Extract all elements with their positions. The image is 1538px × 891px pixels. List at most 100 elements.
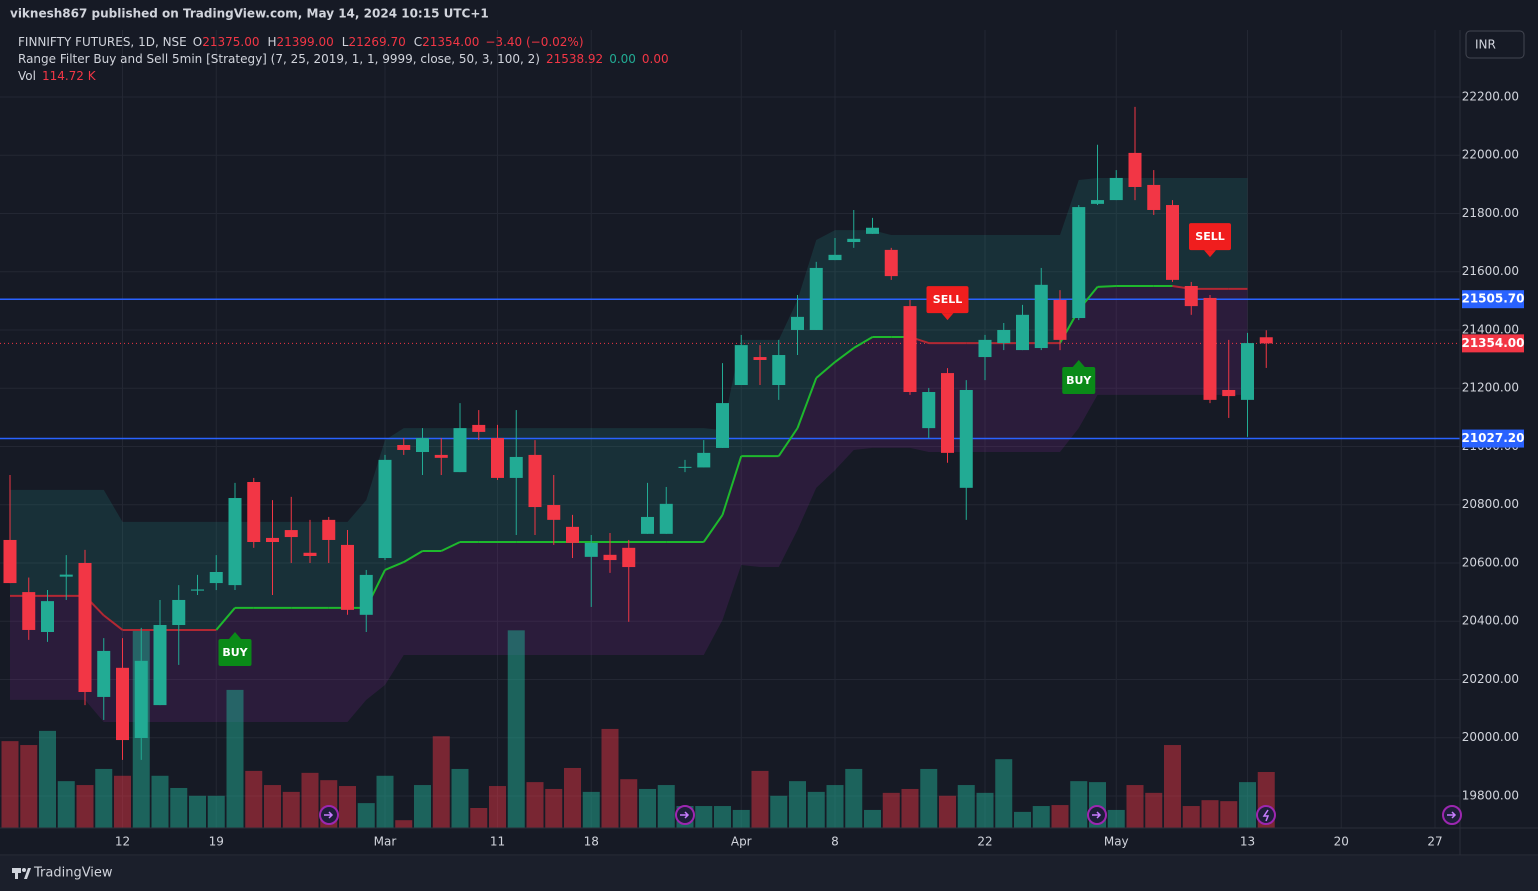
candle-body	[941, 373, 954, 453]
candle-body	[1053, 299, 1067, 340]
range-filter	[815, 361, 836, 379]
candle-body	[622, 547, 636, 568]
volume-bar	[76, 785, 94, 828]
candle-body	[659, 503, 673, 534]
volume-bar	[470, 807, 488, 828]
candle-body	[791, 316, 804, 330]
volume-bar	[432, 736, 450, 828]
range-filter	[777, 427, 799, 457]
currency[interactable]: INR	[1475, 38, 1496, 52]
candle-body	[566, 526, 579, 543]
volume-bar	[39, 730, 56, 828]
signal-label: BUY	[222, 646, 248, 659]
currency-button[interactable]	[1465, 30, 1525, 59]
indicator-value: 0.00	[642, 52, 669, 66]
ohlc-value: 21399.00	[277, 35, 334, 49]
candle-body	[828, 254, 842, 261]
volume-bar	[601, 728, 619, 828]
price-label: 21027.20	[1461, 431, 1524, 445]
candle-body	[322, 519, 336, 540]
signal-box	[926, 286, 969, 314]
volume-bar	[789, 781, 806, 828]
volume-bar	[845, 768, 863, 828]
volume-bar	[545, 788, 563, 828]
candle-body	[172, 599, 186, 626]
candle-body	[678, 466, 692, 468]
vol-value: 114.72 K	[42, 69, 97, 83]
signal-box	[1189, 223, 1231, 251]
volume-bar	[920, 768, 938, 828]
signal-arrow	[1204, 250, 1216, 258]
volume-bar	[695, 806, 713, 828]
x-tick-label: 19	[209, 835, 224, 849]
x-tick-label: Mar	[374, 835, 397, 849]
candle-body	[1203, 297, 1217, 400]
price-label-box	[1462, 334, 1524, 353]
candle-body	[116, 667, 129, 741]
candle-body	[1184, 286, 1198, 307]
ohlc-key: H	[267, 35, 276, 49]
price-label-box	[1462, 429, 1524, 448]
volume-bar	[657, 785, 675, 828]
volume-bar	[301, 772, 319, 828]
ohlc-key: O	[193, 35, 202, 49]
candle-body	[772, 355, 786, 386]
candle-body	[1091, 200, 1104, 204]
candle-body	[41, 601, 54, 632]
volume-bar	[1164, 745, 1181, 828]
volume-bar	[807, 791, 825, 828]
signal-label: BUY	[1066, 374, 1092, 387]
signal-box	[218, 638, 252, 666]
candle-body	[1222, 389, 1236, 397]
volume-bar	[1239, 782, 1256, 828]
range-filter	[384, 561, 405, 571]
x-tick-label: 22	[977, 835, 992, 849]
indicator-value: 21538.92	[546, 52, 603, 66]
range-filter	[1097, 285, 1117, 288]
x-tick-label: 27	[1427, 835, 1442, 849]
change: −3.40 (−0.02%)	[485, 35, 583, 49]
volume-bar	[582, 791, 600, 828]
volume-bar	[245, 770, 263, 828]
range-filter	[215, 607, 236, 631]
y-tick-label: 21800.00	[1462, 206, 1519, 220]
candle-body	[153, 625, 167, 706]
candle-body	[509, 456, 523, 478]
candle-body	[78, 562, 92, 692]
candle-body	[3, 539, 17, 584]
volume-bar	[770, 795, 788, 828]
price-label: 21505.70	[1461, 292, 1524, 306]
range-filter	[721, 455, 743, 516]
ohlc-value: 21354.00	[422, 35, 479, 49]
volume-bar	[395, 820, 413, 828]
candle-body	[1016, 314, 1029, 351]
ohlc-key: L	[342, 35, 349, 49]
candle-body	[284, 530, 298, 538]
y-tick-label: 20400.00	[1462, 614, 1519, 628]
candle-body	[959, 389, 973, 488]
candle-body	[547, 505, 561, 520]
candle-body	[603, 554, 617, 561]
legend-line: FINNIFTY FUTURES, 1D, NSE O21375.00 H21399…	[18, 35, 584, 49]
volume-bar	[1126, 785, 1144, 828]
range-filter	[403, 550, 424, 563]
legend: FINNIFTY FUTURES, 1D, NSE O21375.00 H21399…	[18, 35, 669, 83]
lower-band	[10, 286, 1248, 722]
x-tick-label: 8	[831, 835, 839, 849]
candle-body	[528, 454, 542, 508]
volume-bar	[1145, 792, 1163, 828]
candle-body	[22, 592, 36, 630]
range-filter	[103, 614, 124, 631]
legend-line: Range Filter Buy and Sell 5min [Strategy…	[18, 52, 669, 66]
ohlc-value: 21269.70	[348, 35, 405, 49]
volume-bar	[226, 689, 244, 828]
x-tick-label: 18	[584, 835, 599, 849]
volume-bar	[451, 768, 469, 828]
y-tick-label: 21600.00	[1462, 264, 1519, 278]
volume-bar	[1201, 800, 1219, 828]
candle-body	[134, 660, 148, 739]
candle-body	[1109, 177, 1123, 201]
candle-body	[453, 428, 467, 473]
vol-label: Vol	[18, 69, 36, 83]
volume-bar	[376, 775, 394, 828]
